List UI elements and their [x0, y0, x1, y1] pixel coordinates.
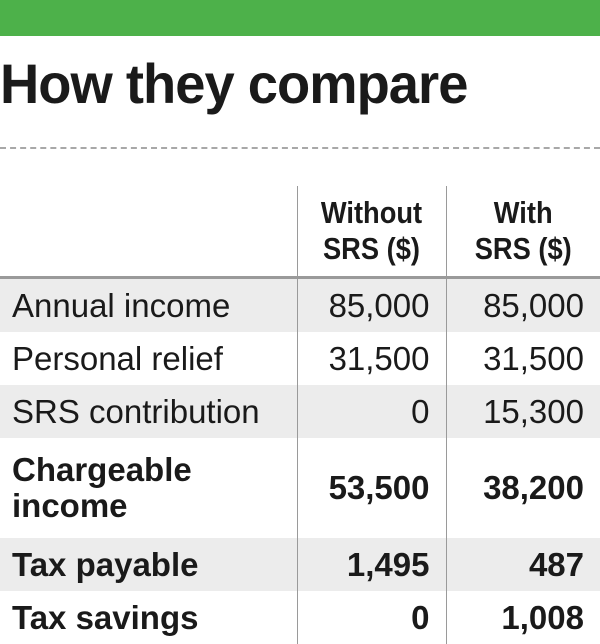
- row-label: Annual income: [0, 277, 297, 332]
- row-label: Tax payable: [0, 538, 297, 591]
- header-without-line1: Without: [320, 195, 423, 230]
- row-label: Chargeable income: [0, 438, 297, 538]
- value-without-srs: 0: [296, 591, 446, 644]
- table-row: Tax payable 1,495 487: [0, 538, 600, 591]
- row-label: Tax savings: [12, 598, 199, 636]
- header-with-line2: SRS ($): [474, 231, 572, 266]
- table-row: Annual income 85,000 85,000: [0, 277, 600, 332]
- row-label: SRS contribution: [0, 385, 297, 438]
- table-row: Chargeable income 53,500 38,200: [0, 438, 600, 538]
- value-with-srs: 38,200: [445, 438, 600, 538]
- value-without-srs: 85,000: [296, 277, 446, 332]
- table-row: Tax savings 0 1,008: [0, 591, 600, 644]
- value-with-srs: 1,008: [445, 591, 600, 644]
- accent-bar: [0, 0, 600, 36]
- value-with-srs: 487: [445, 538, 600, 591]
- header-without-line2: SRS ($): [322, 231, 421, 266]
- value-without-srs: 31,500: [296, 332, 446, 385]
- header-empty-cell: [18, 186, 279, 278]
- header-without-srs: Without SRS ($): [305, 186, 438, 278]
- table-header-row: Without SRS ($) With SRS ($): [0, 186, 600, 278]
- row-label-line2: income: [12, 487, 128, 524]
- table-row: Personal relief 31,500 31,500: [0, 332, 600, 385]
- value-without-srs: 0: [296, 385, 446, 438]
- value-without-srs: 1,495: [296, 538, 446, 591]
- value-with-srs: 85,000: [445, 277, 600, 332]
- comparison-table: Without SRS ($) With SRS ($) Annual inco…: [0, 186, 600, 644]
- row-label-line1: Chargeable: [12, 451, 192, 488]
- value-with-srs: 15,300: [445, 385, 600, 438]
- page-title: How they compare: [0, 52, 468, 115]
- row-label: Personal relief: [12, 339, 223, 377]
- table-row: SRS contribution 0 15,300: [0, 385, 600, 438]
- header-with-line1: With: [493, 195, 553, 230]
- value-without-srs: 53,500: [296, 438, 446, 538]
- dashed-divider: [0, 147, 600, 149]
- value-with-srs: 31,500: [445, 332, 600, 385]
- header-with-srs: With SRS ($): [454, 186, 591, 278]
